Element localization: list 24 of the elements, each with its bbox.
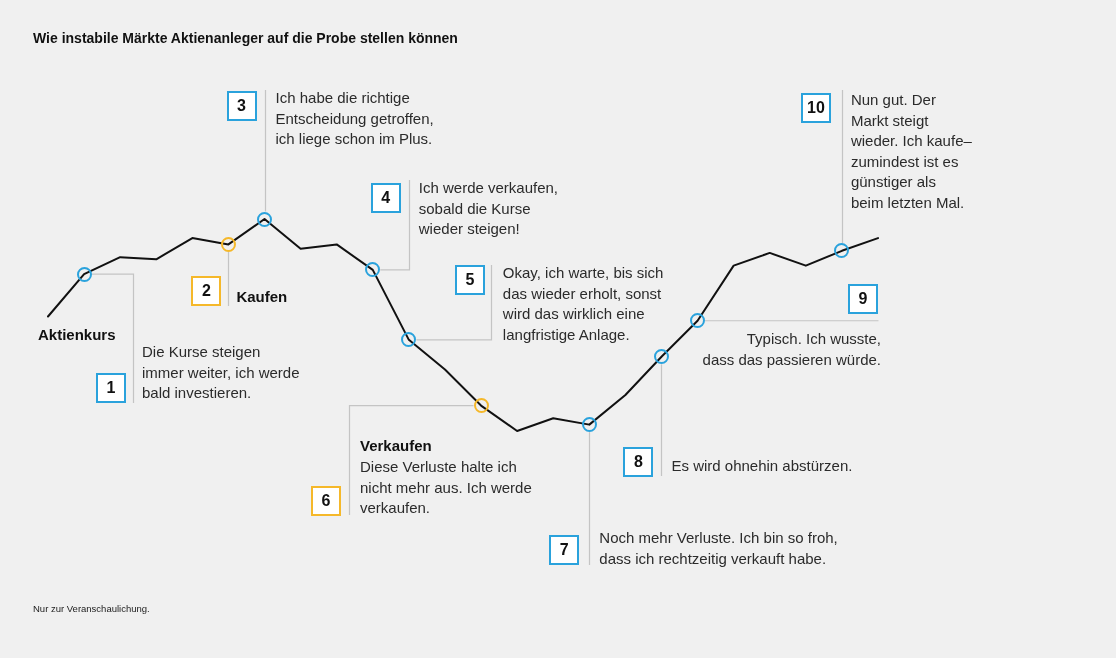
text: Noch mehr Verluste. Ich bin so froh, dass ich rechtzeitig verkauft habe. [599, 528, 838, 569]
annotation: Kaufen [236, 287, 288, 307]
annotation: 2 [191, 276, 222, 306]
text: 10 [800, 93, 831, 123]
text: Nun gut. Der Markt steigt wieder. Ich kaufe– zumindest ist es günstiger als beim letzten Mal. [850, 90, 972, 213]
annotation: 9 [848, 284, 878, 314]
annotation: Okay, ich warte, bis sich das wieder erholt, sonst wird das wirklich eine langfristige Anlage. [502, 263, 664, 345]
text: Es wird ohnehin abstürzen. [671, 456, 853, 476]
chart-title: Wie instabile Märkte Aktienanleger auf die Probe stellen können [33, 30, 458, 46]
text: 4 [370, 183, 401, 213]
text: 3 [226, 91, 257, 121]
text: 6 [311, 486, 341, 516]
annotation: Die Kurse steigen immer weiter, ich werde bald investieren. [142, 342, 300, 403]
text: 7 [549, 535, 580, 565]
text: Diese Verluste halte ich nicht mehr aus. Ich werde verkaufen. [360, 457, 532, 518]
text: 8 [623, 447, 654, 477]
series-label: Aktienkurs [38, 324, 116, 345]
text: Nur zur Veranschaulichung. [33, 603, 150, 615]
annotation: Typisch. Ich wusste, dass das passieren würde. [702, 329, 881, 370]
text: Verkaufen [360, 436, 432, 456]
annotation: 1 [96, 373, 126, 403]
annotation: Ich werde verkaufen, sobald die Kurse wieder steigen! [418, 178, 559, 239]
text: Ich habe die richtige Entscheidung getroffen, ich liege schon im Plus. [275, 88, 434, 149]
annotation: 5 [454, 265, 485, 295]
